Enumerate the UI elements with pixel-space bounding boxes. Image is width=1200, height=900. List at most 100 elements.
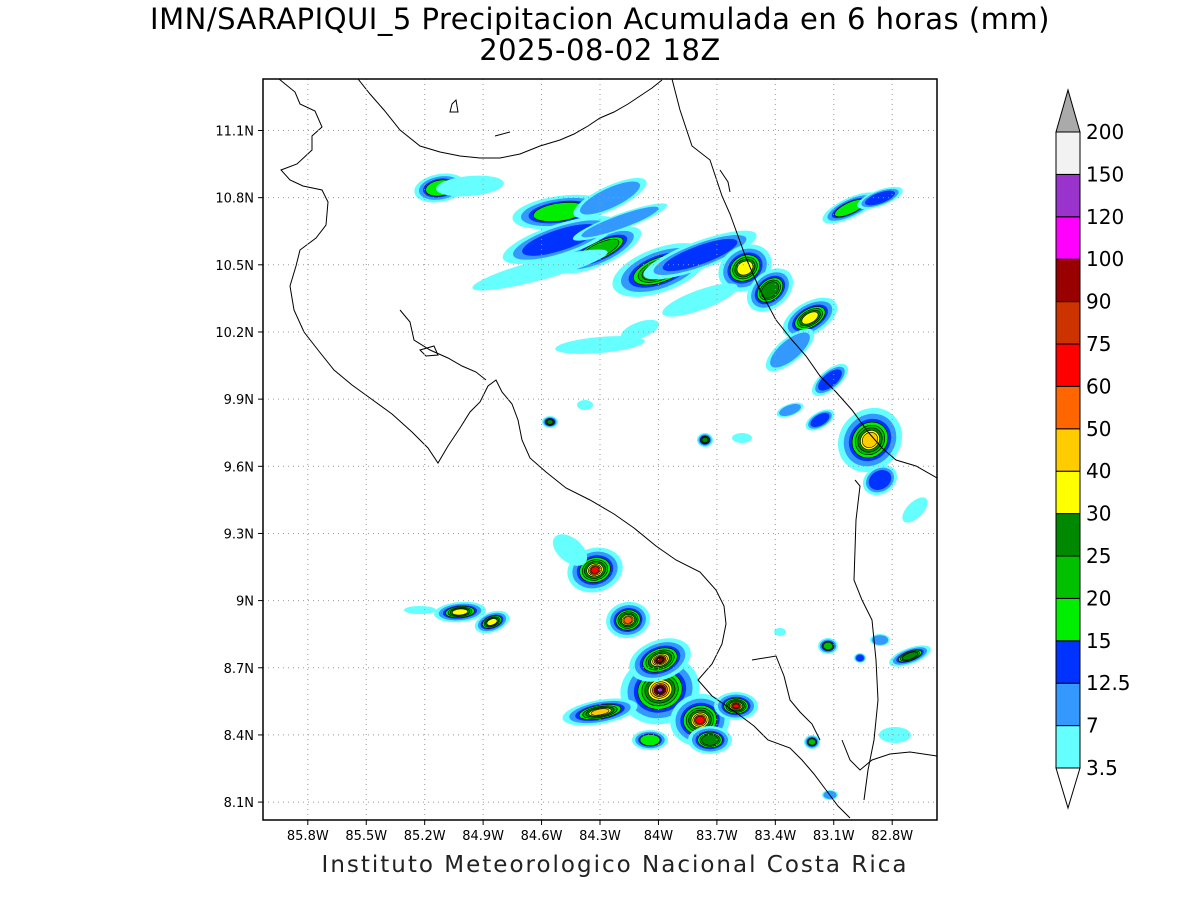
colorbar-swatch <box>1055 555 1081 599</box>
y-tick-label: 10.5N <box>215 259 254 274</box>
coastline-nicoya <box>399 309 487 381</box>
colorbar-label: 100 <box>1086 247 1124 271</box>
storm-cell <box>782 297 838 339</box>
storm-cell <box>746 268 794 312</box>
y-tick-label: 9.6N <box>224 460 254 475</box>
colorbar-label: 20 <box>1086 586 1111 610</box>
colorbar-swatch <box>1055 385 1081 430</box>
storm-cell <box>472 249 608 291</box>
x-tick-label: 83.1W <box>813 829 855 844</box>
colorbar-swatch <box>1055 343 1081 387</box>
border-panama <box>853 479 879 801</box>
colorbar-swatch <box>1055 216 1081 260</box>
colorbar-arrow-high <box>1055 88 1081 133</box>
storm-cell <box>765 328 815 372</box>
storm-cell <box>857 186 903 210</box>
colorbar-label: 40 <box>1086 459 1111 483</box>
storm-cell <box>804 735 820 749</box>
storm-cell <box>572 203 668 241</box>
coastline-east <box>719 169 731 193</box>
colorbar-swatch <box>1055 682 1081 727</box>
y-tick-label: 9N <box>236 595 254 610</box>
nicoya-island <box>419 345 439 357</box>
x-tick-label: 84.3W <box>579 829 621 844</box>
colorbar-label: 120 <box>1086 205 1124 229</box>
storm-cell <box>714 692 758 720</box>
colorbar: 3.5 7 12.5 15 20 25 30 40 50 60 75 90 100 120 150 200 <box>1055 88 1131 810</box>
storm-cell <box>902 497 928 523</box>
storm-cell <box>889 645 931 667</box>
x-tick-label: 84.6W <box>521 829 563 844</box>
storm-cell <box>818 638 838 654</box>
storm-cell <box>697 433 713 447</box>
colorbar-swatch <box>1055 470 1081 515</box>
storm-cell <box>688 726 732 754</box>
colorbar-label: 60 <box>1086 374 1111 398</box>
storm-cell <box>552 534 588 566</box>
x-tick-label: 83.7W <box>696 829 738 844</box>
x-tick-label: 85.2W <box>404 829 446 844</box>
lat-lon-grid <box>263 79 937 820</box>
storm-cell <box>862 464 898 496</box>
storm-cell <box>879 727 911 743</box>
storm-cell <box>774 628 786 636</box>
storm-cell <box>562 698 638 726</box>
storm-cell <box>837 407 903 473</box>
y-tick-label: 9.9N <box>224 393 254 408</box>
storm-cell <box>870 634 890 646</box>
map-date: 2025-08-02 18Z <box>479 33 721 67</box>
x-tick-label: 84W <box>644 829 674 844</box>
x-tick-label: 85.8W <box>287 829 329 844</box>
storm-cell <box>805 409 835 431</box>
x-tick-label: 83.4W <box>754 829 796 844</box>
colorbar-label: 150 <box>1086 162 1124 186</box>
colorbar-swatch <box>1055 640 1081 684</box>
storm-cell <box>404 606 436 614</box>
colorbar-swatch <box>1055 725 1081 769</box>
colorbar-swatch <box>1055 173 1081 218</box>
storm-cell <box>555 336 645 354</box>
colorbar-swatch <box>1055 597 1081 642</box>
y-tick-label: 10.8N <box>215 192 254 207</box>
storm-cell <box>606 601 650 639</box>
y-tick-label: 10.2N <box>215 326 254 341</box>
colorbar-label: 25 <box>1086 544 1111 568</box>
colorbar-swatch <box>1055 301 1081 345</box>
storm-cell <box>621 319 659 341</box>
colorbar-label: 30 <box>1086 502 1111 526</box>
coastline <box>278 79 937 819</box>
storm-cell <box>542 416 558 428</box>
storm-cell <box>776 402 804 418</box>
x-tick-label: 82.8W <box>871 829 913 844</box>
colorbar-label: 200 <box>1086 120 1124 144</box>
storm-cell <box>732 433 752 443</box>
storm-cell <box>436 175 504 197</box>
colorbar-swatch <box>1055 513 1081 557</box>
colorbar-arrow-low <box>1055 767 1081 810</box>
islet <box>449 98 459 113</box>
storm-cell <box>811 363 849 397</box>
y-tick-label: 8.1N <box>224 796 254 811</box>
storm-cell <box>662 283 738 317</box>
y-tick-label: 9.3N <box>224 527 254 542</box>
axis-ticks: 85.8W 85.5W 85.2W 84.9W 84.6W 84.3W 84W 83.7W 83… <box>215 124 913 844</box>
y-tick-label: 8.4N <box>224 729 254 744</box>
colorbar-swatch <box>1055 258 1081 303</box>
colorbar-label: 7 <box>1086 714 1099 738</box>
storm-cell <box>434 601 486 623</box>
storm-cell <box>577 400 593 410</box>
coastline-osa <box>751 655 937 771</box>
colorbar-label: 75 <box>1086 332 1111 356</box>
storm-cell <box>474 610 510 634</box>
precip-field <box>404 173 931 800</box>
map-title: IMN/SARAPIQUI_5 Precipitacion Acumulada … <box>150 2 1050 36</box>
y-tick-label: 11.1N <box>215 124 254 139</box>
storm-cell <box>629 638 691 682</box>
colorbar-label: 3.5 <box>1086 756 1118 780</box>
colorbar-label: 90 <box>1086 290 1111 314</box>
x-tick-label: 84.9W <box>462 829 504 844</box>
footer-credit: Instituto Meteorologico Nacional Costa R… <box>321 852 909 878</box>
colorbar-swatch <box>1055 131 1081 175</box>
coastline-caribbean <box>357 79 663 159</box>
colorbar-label: 50 <box>1086 417 1111 441</box>
